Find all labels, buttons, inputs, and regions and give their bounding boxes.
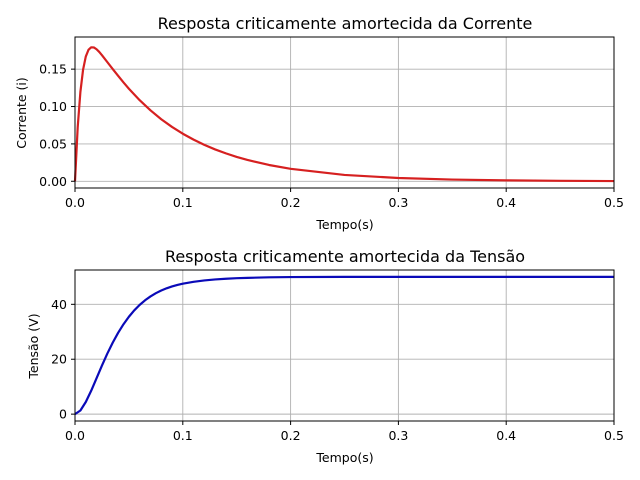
- current-y-tick-label: 0.00: [39, 174, 67, 189]
- voltage-plot-frame: [74, 269, 615, 422]
- current-x-tick-label: 0.4: [496, 195, 516, 210]
- current-plot-frame: [74, 36, 615, 189]
- current-y-tick-label: 0.10: [39, 99, 67, 114]
- current-x-tick-label: 0.3: [388, 195, 408, 210]
- voltage-x-tick-label: 0.2: [281, 428, 301, 443]
- voltage-y-tick-label: 0: [59, 407, 67, 422]
- voltage-x-tick-label: 0.5: [604, 428, 624, 443]
- voltage-chart-title: Resposta criticamente amortecida da Tens…: [165, 247, 525, 266]
- voltage-y-tick-label: 20: [51, 352, 67, 367]
- voltage-x-tick-label: 0.1: [173, 428, 193, 443]
- current-y-tick-label: 0.05: [39, 136, 67, 151]
- voltage-x-tick-label: 0.0: [65, 428, 85, 443]
- voltage-x-axis-label: Tempo(s): [315, 450, 373, 465]
- voltage-chart: Resposta criticamente amortecida da Tens…: [26, 247, 624, 465]
- voltage-x-tick-label: 0.3: [388, 428, 408, 443]
- current-y-axis-label: Corrente (i): [14, 77, 29, 149]
- current-y-tick-label: 0.15: [39, 62, 67, 77]
- current-x-tick-label: 0.2: [281, 195, 301, 210]
- current-x-axis-label: Tempo(s): [315, 217, 373, 232]
- voltage-series-line: [74, 275, 614, 416]
- current-series-line: [73, 46, 615, 183]
- current-x-tick-label: 0.5: [604, 195, 624, 210]
- voltage-x-tick-label: 0.4: [496, 428, 516, 443]
- current-x-tick-label: 0.1: [173, 195, 193, 210]
- current-x-tick-label: 0.0: [65, 195, 85, 210]
- current-chart-title: Resposta criticamente amortecida da Corr…: [158, 14, 533, 33]
- voltage-y-axis-label: Tensão (V): [26, 313, 41, 379]
- voltage-y-tick-label: 40: [51, 297, 67, 312]
- current-chart: Resposta criticamente amortecida da Corr…: [14, 14, 624, 232]
